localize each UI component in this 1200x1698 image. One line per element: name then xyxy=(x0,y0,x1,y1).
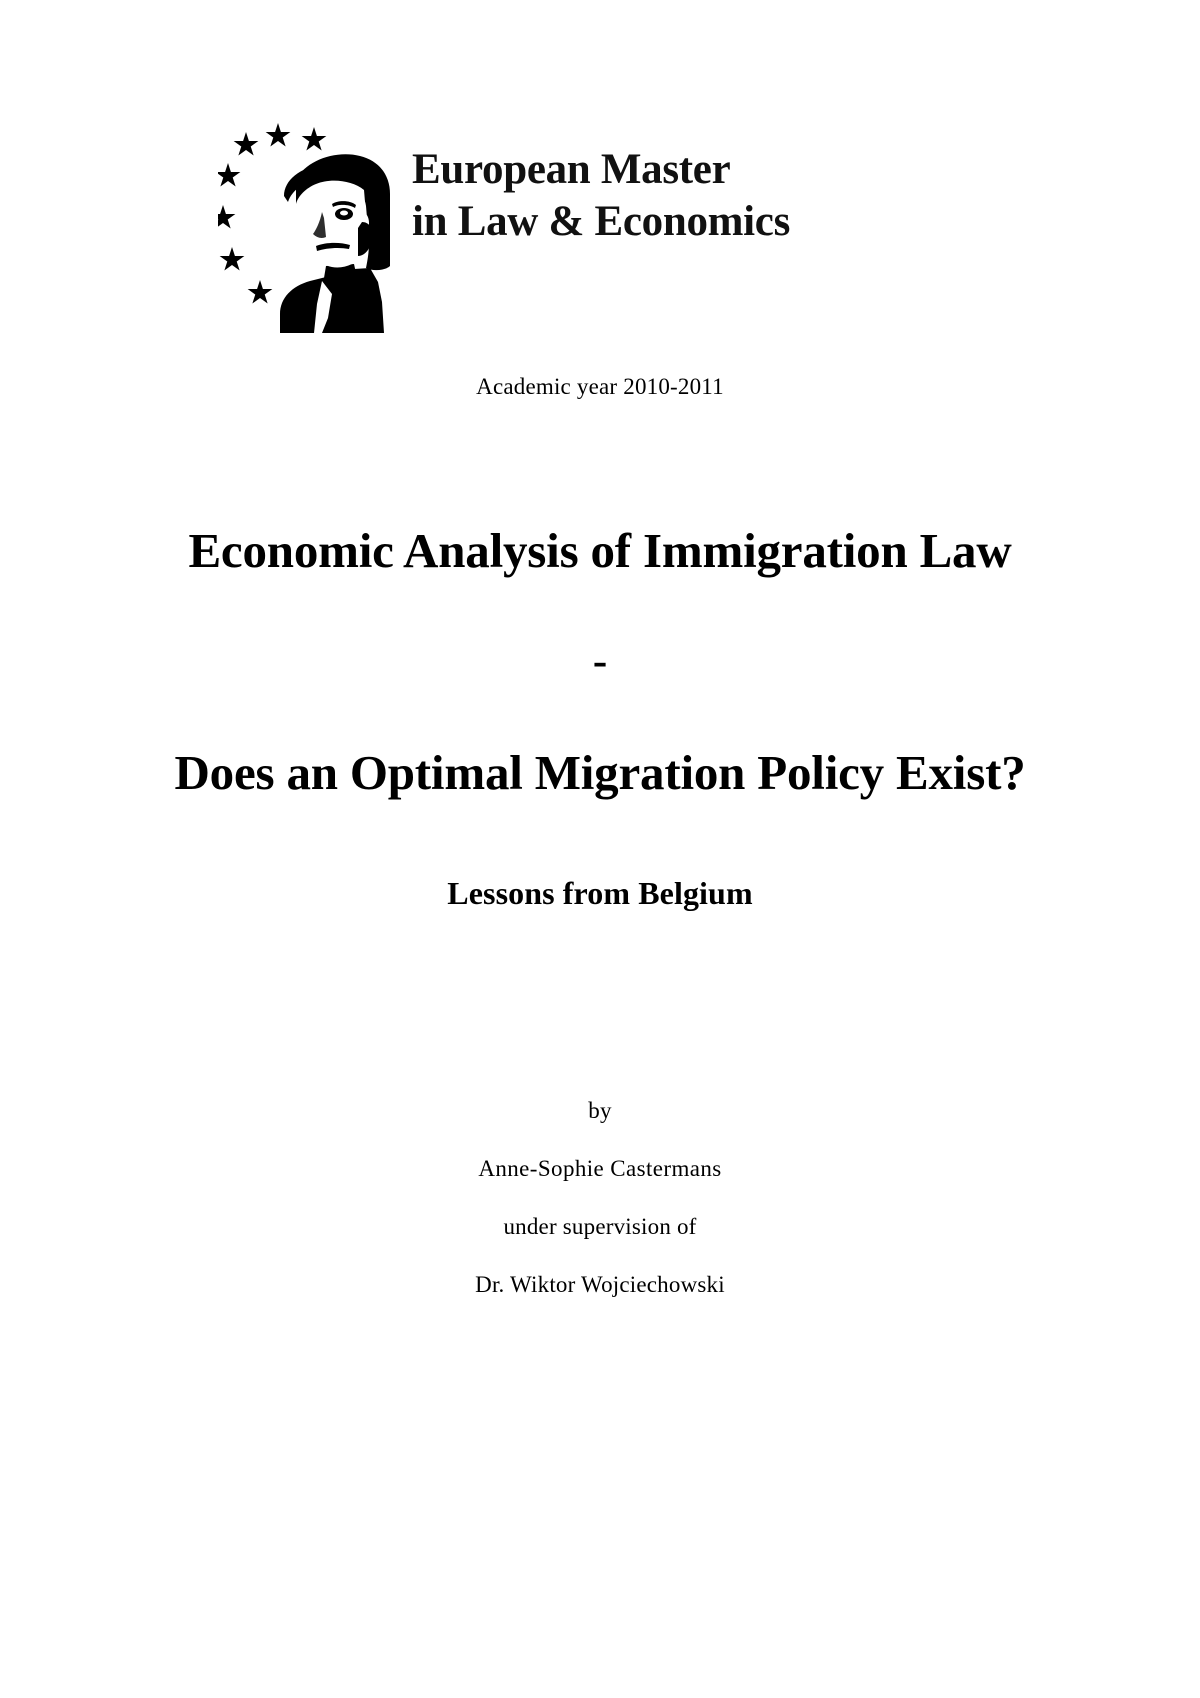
supervisor-name: Dr. Wiktor Wojciechowski xyxy=(475,1272,725,1297)
title-separator: - xyxy=(592,638,608,685)
author-by-label: by xyxy=(588,1098,612,1123)
author-block: by Anne-Sophie Castermans under supervis… xyxy=(0,1095,1200,1300)
page-subtitle: Does an Optimal Migration Policy Exist? xyxy=(174,745,1026,800)
logo-wordmark-line-1: European Master xyxy=(412,146,731,193)
portrait-silhouette-shape xyxy=(280,154,390,333)
eu-stars-arc-with-erasmus-portrait-icon xyxy=(218,118,398,333)
title-block: Economic Analysis of Immigration Law - D… xyxy=(0,520,1200,941)
page-tagline: Lessons from Belgium xyxy=(447,875,753,911)
academic-year-label: Academic year 2010-2011 xyxy=(476,374,724,399)
logo-wordmark-line-2: in Law & Economics xyxy=(412,198,791,245)
institution-logo: European Master in Law & Economics xyxy=(218,118,878,333)
author-name: Anne-Sophie Castermans xyxy=(478,1156,722,1181)
page-title: Economic Analysis of Immigration Law xyxy=(188,523,1012,578)
logo-wordmark: European Master in Law & Economics xyxy=(412,144,790,248)
supervision-label: under supervision of xyxy=(503,1214,697,1239)
